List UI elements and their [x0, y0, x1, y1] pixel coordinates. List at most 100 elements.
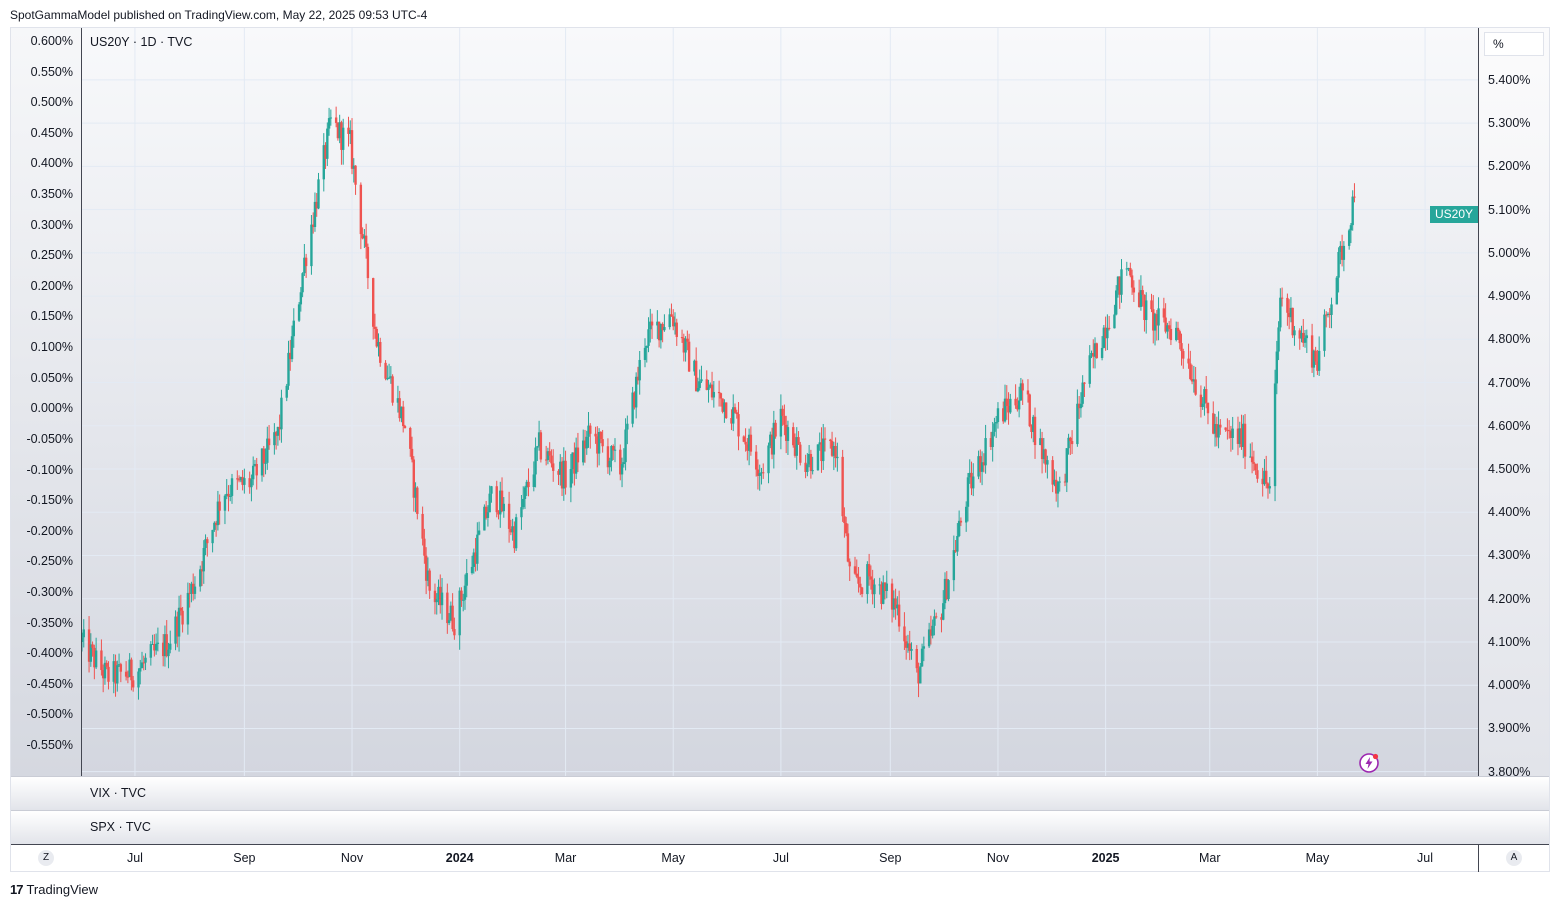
candle: [548, 442, 551, 462]
candle: [437, 579, 440, 606]
candle: [1141, 285, 1144, 307]
left-tick-label: 0.550%: [30, 64, 73, 79]
candle: [705, 370, 708, 391]
candle: [1130, 269, 1134, 295]
candle: [447, 613, 451, 626]
candle: [574, 437, 578, 479]
vix-legend[interactable]: VIX · TVC: [90, 786, 147, 800]
candle: [769, 431, 772, 449]
candle: [1325, 311, 1328, 328]
candle: [693, 359, 696, 376]
vix-pane[interactable]: VIX · TVC: [11, 776, 1549, 810]
time-tick-label: 2024: [445, 851, 474, 865]
candle: [859, 576, 862, 596]
flash-icon[interactable]: [1358, 752, 1380, 774]
candle: [1342, 241, 1346, 272]
candle: [836, 442, 839, 472]
candle: [1079, 392, 1083, 418]
candle: [830, 431, 834, 458]
right-tick-label: 3.900%: [1488, 721, 1531, 736]
spx-legend[interactable]: SPX · TVC: [90, 820, 151, 834]
candle: [1076, 389, 1079, 447]
candle: [151, 634, 154, 646]
candle: [601, 429, 604, 453]
left-price-axis[interactable]: [11, 28, 81, 776]
candle: [871, 569, 874, 605]
candle: [499, 481, 502, 528]
candle: [142, 655, 145, 671]
candle: [696, 377, 700, 393]
candle: [267, 425, 271, 450]
candle: [795, 427, 798, 470]
candle: [894, 588, 897, 620]
spx-pane[interactable]: SPX · TVC: [11, 810, 1549, 844]
candle: [1280, 287, 1284, 307]
candle: [202, 540, 205, 584]
candle: [583, 429, 587, 463]
candle: [1201, 397, 1204, 410]
candle: [91, 641, 94, 657]
candle: [1287, 299, 1291, 330]
candle: [156, 627, 160, 652]
candle: [112, 654, 115, 694]
left-tick-label: 0.050%: [30, 370, 73, 385]
right-price-axis[interactable]: [1479, 28, 1549, 776]
candlestick-chart[interactable]: [82, 28, 1478, 776]
candle: [507, 491, 511, 543]
candle: [882, 575, 885, 605]
candle: [1266, 482, 1270, 499]
candle: [260, 448, 264, 482]
candle: [970, 461, 973, 496]
main-price-pane[interactable]: [82, 28, 1478, 776]
candle: [1169, 318, 1173, 346]
candle: [915, 645, 918, 673]
candle: [656, 310, 659, 339]
candle: [204, 534, 207, 556]
candle: [855, 559, 858, 579]
auto-scale-button[interactable]: A: [1506, 850, 1522, 866]
candle: [486, 505, 490, 527]
candle: [730, 409, 733, 431]
candle: [1190, 364, 1194, 385]
candle: [546, 447, 550, 465]
symbol-legend[interactable]: US20Y · 1D · TVC: [90, 35, 193, 49]
candle: [124, 661, 128, 681]
candle: [287, 340, 290, 390]
candle: [786, 420, 790, 455]
footer-brand[interactable]: 17 TradingView: [10, 882, 98, 897]
candle: [301, 272, 304, 298]
candle: [1194, 366, 1197, 396]
candle: [379, 337, 382, 367]
left-axis-divider: [81, 28, 82, 844]
candle: [377, 333, 380, 357]
candle: [908, 630, 911, 661]
left-tick-label: -0.200%: [26, 523, 73, 538]
published-caption: SpotGammaModel published on TradingView.…: [10, 8, 428, 22]
candle: [326, 122, 329, 166]
candle: [1317, 336, 1321, 376]
candle: [1353, 183, 1356, 203]
candle: [179, 594, 183, 616]
right-tick-label: 5.200%: [1488, 159, 1531, 174]
candle: [977, 450, 980, 480]
candle: [1042, 437, 1046, 464]
candle: [1261, 467, 1264, 497]
candle: [511, 518, 514, 541]
time-tick-label: Mar: [1198, 851, 1221, 865]
candle: [409, 426, 412, 457]
candle: [460, 587, 463, 607]
candle: [1298, 328, 1301, 350]
candle: [131, 675, 135, 692]
unit-selector[interactable]: %: [1484, 32, 1544, 56]
left-tick-label: 0.350%: [30, 187, 73, 202]
left-tick-label: -0.550%: [26, 738, 73, 752]
candle: [1014, 384, 1017, 409]
candle: [317, 172, 320, 210]
timezone-button[interactable]: Z: [38, 850, 54, 866]
candle: [239, 476, 243, 483]
candle: [1028, 393, 1031, 428]
candle: [537, 420, 541, 451]
candle: [373, 313, 377, 339]
candle: [1263, 459, 1266, 486]
candle: [610, 445, 613, 472]
